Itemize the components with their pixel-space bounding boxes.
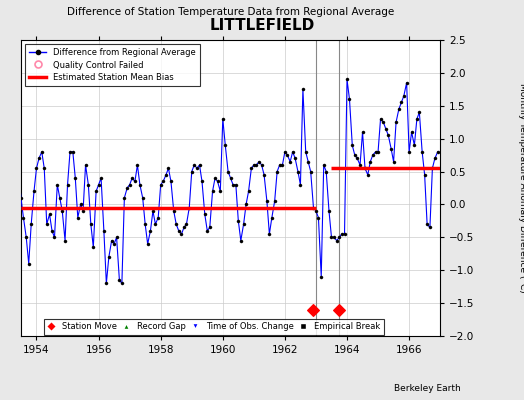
Point bbox=[335, 306, 343, 313]
Y-axis label: Monthly Temperature Anomaly Difference (°C): Monthly Temperature Anomaly Difference (… bbox=[518, 83, 524, 293]
Legend: Station Move, Record Gap, Time of Obs. Change, Empirical Break: Station Move, Record Gap, Time of Obs. C… bbox=[44, 319, 384, 335]
Text: Berkeley Earth: Berkeley Earth bbox=[395, 384, 461, 393]
Point bbox=[309, 306, 317, 313]
Point bbox=[9, 250, 17, 257]
Text: LITTLEFIELD: LITTLEFIELD bbox=[210, 18, 314, 33]
Title: Difference of Station Temperature Data from Regional Average: Difference of Station Temperature Data f… bbox=[67, 7, 394, 17]
